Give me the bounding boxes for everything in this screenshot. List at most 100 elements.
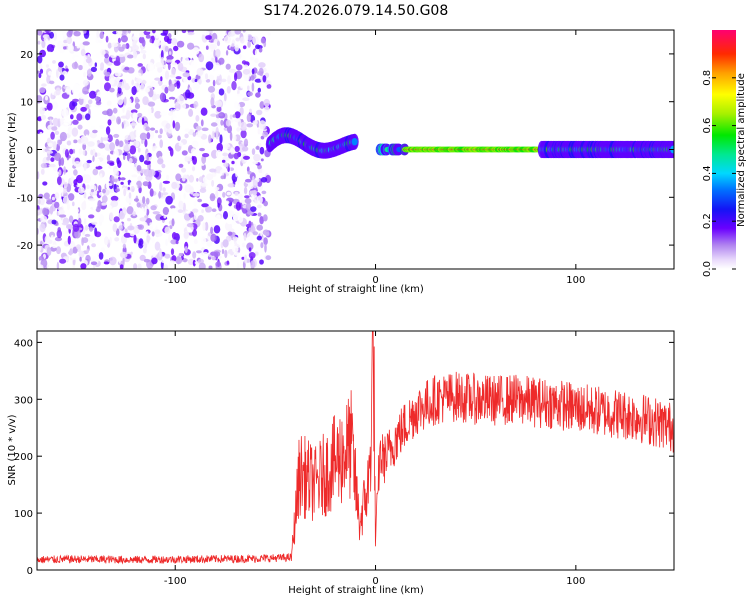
noise-blob xyxy=(209,193,216,202)
noise-blob xyxy=(120,181,124,185)
noise-blob xyxy=(171,181,178,189)
noise-blob xyxy=(171,67,176,76)
noise-blob xyxy=(40,114,47,120)
noise-blob xyxy=(209,168,217,173)
noise-blob xyxy=(172,120,176,129)
noise-blob xyxy=(234,53,240,61)
noise-blob xyxy=(160,259,167,264)
noise-blob xyxy=(78,64,83,71)
noise-blob xyxy=(170,205,176,209)
noise-blob xyxy=(225,119,231,127)
noise-blob xyxy=(95,52,102,59)
noise-blob xyxy=(168,96,176,100)
noise-blob xyxy=(262,168,265,175)
noise-blob xyxy=(205,206,213,213)
noise-blob xyxy=(99,173,103,179)
noise-blob xyxy=(78,250,85,259)
noise-blob xyxy=(82,41,90,46)
noise-blob xyxy=(250,75,255,81)
noise-blob xyxy=(76,174,83,184)
noise-blob xyxy=(224,249,228,259)
noise-blob xyxy=(142,96,149,106)
noise-blob xyxy=(120,35,128,43)
noise-blob xyxy=(234,30,242,35)
noise-blob xyxy=(182,72,191,78)
noise-blob xyxy=(246,123,254,128)
noise-blob xyxy=(47,116,54,121)
noise-blob xyxy=(177,209,184,214)
noise-blob xyxy=(195,115,200,122)
noise-blob xyxy=(136,165,142,172)
noise-blob xyxy=(86,68,92,77)
noise-blob xyxy=(232,114,236,118)
noise-blob xyxy=(102,188,106,194)
noise-blob xyxy=(123,232,132,238)
noise-blob xyxy=(118,46,125,52)
noise-blob xyxy=(243,138,249,147)
noise-blob xyxy=(247,85,250,91)
noise-blob xyxy=(48,231,56,238)
noise-blob xyxy=(72,201,75,207)
noise-blob xyxy=(164,86,169,94)
noise-blob xyxy=(122,30,127,35)
noise-blob xyxy=(175,173,182,182)
noise-blob xyxy=(112,223,118,232)
noise-blob xyxy=(129,145,137,155)
noise-blob xyxy=(172,79,175,85)
noise-blob xyxy=(70,176,75,184)
noise-blob xyxy=(243,254,248,264)
noise-blob xyxy=(49,118,53,127)
noise-blob xyxy=(212,79,216,87)
noise-blob xyxy=(98,192,104,196)
noise-blob xyxy=(192,251,197,259)
noise-blob xyxy=(221,159,226,163)
noise-blob xyxy=(110,195,119,202)
noise-blob xyxy=(196,67,204,77)
noise-blob xyxy=(57,176,62,186)
noise-blob xyxy=(110,200,119,208)
noise-blob xyxy=(175,76,182,80)
noise-blob xyxy=(191,166,196,172)
noise-blob xyxy=(133,33,140,38)
noise-blob xyxy=(123,154,126,161)
noise-blob xyxy=(267,32,272,36)
noise-blob xyxy=(112,107,118,114)
noise-blob xyxy=(174,121,181,132)
noise-blob xyxy=(98,185,102,192)
noise-blob xyxy=(247,40,251,48)
noise-blob xyxy=(124,228,128,233)
noise-blob xyxy=(234,191,239,196)
noise-blob xyxy=(239,36,245,44)
spectrogram-region-broadened-line xyxy=(537,140,674,159)
spectrogram-x-tick-label: -100 xyxy=(164,275,187,286)
noise-blob xyxy=(173,233,178,238)
noise-blob xyxy=(109,77,115,86)
noise-blob xyxy=(99,214,105,223)
noise-blob xyxy=(227,124,232,134)
noise-blob xyxy=(187,42,195,50)
noise-blob xyxy=(202,153,210,158)
noise-blob xyxy=(144,205,147,216)
noise-blob xyxy=(231,160,235,165)
noise-blob xyxy=(46,102,53,111)
noise-blob xyxy=(145,34,151,39)
noise-blob xyxy=(62,122,69,128)
noise-blob xyxy=(246,113,252,123)
noise-blob xyxy=(242,68,250,75)
noise-blob xyxy=(213,225,221,234)
noise-blob xyxy=(255,242,261,252)
noise-blob xyxy=(43,37,48,42)
noise-blob xyxy=(118,254,122,264)
noise-blob xyxy=(115,228,120,236)
noise-blob xyxy=(94,141,98,147)
noise-blob xyxy=(39,106,45,115)
noise-blob xyxy=(105,182,110,190)
noise-blob xyxy=(86,159,92,164)
noise-blob xyxy=(183,254,191,259)
noise-blob xyxy=(128,78,135,88)
noise-blob xyxy=(57,119,61,128)
noise-blob xyxy=(167,62,171,71)
noise-blob xyxy=(168,211,172,216)
noise-blob xyxy=(113,133,120,138)
noise-blob xyxy=(51,219,57,225)
